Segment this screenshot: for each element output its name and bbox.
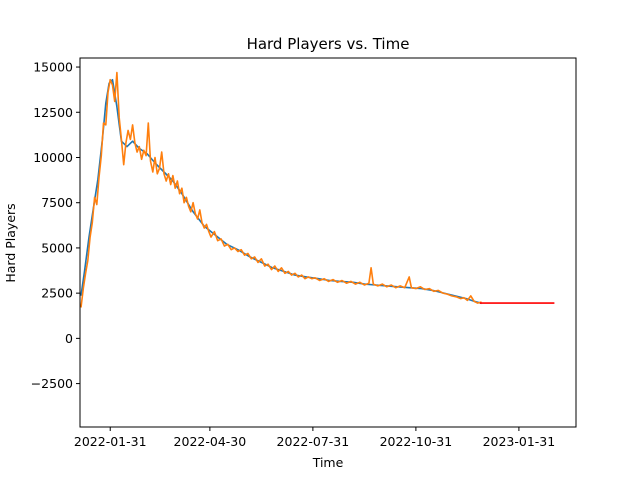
x-axis-title: Time <box>312 455 344 470</box>
y-tick-label: −2500 <box>31 376 73 391</box>
y-tick-label: 0 <box>65 331 73 346</box>
y-tick-label: 15000 <box>33 60 73 75</box>
y-tick-label: 12500 <box>33 105 73 120</box>
y-tick-label: 2500 <box>41 286 73 301</box>
x-tick-label: 2023-01-31 <box>483 434 556 449</box>
y-axis: −2500 0 2500 5000 7500 10000 12500 15000 <box>31 60 80 391</box>
y-tick-label: 5000 <box>41 240 73 255</box>
y-tick-label: 10000 <box>33 150 73 165</box>
y-tick-label: 7500 <box>41 195 73 210</box>
x-tick-label: 2022-10-31 <box>380 434 453 449</box>
chart-title: Hard Players vs. Time <box>247 35 410 53</box>
x-tick-label: 2022-07-31 <box>277 434 350 449</box>
x-axis: 2022-01-31 2022-04-30 2022-07-31 2022-10-31… <box>74 427 555 449</box>
x-tick-label: 2022-01-31 <box>74 434 147 449</box>
series-line-2 <box>80 71 482 308</box>
x-tick-label: 2022-04-30 <box>174 434 247 449</box>
y-axis-title: Hard Players <box>3 203 18 282</box>
plot-frame <box>79 57 577 428</box>
series-layer <box>80 71 555 308</box>
